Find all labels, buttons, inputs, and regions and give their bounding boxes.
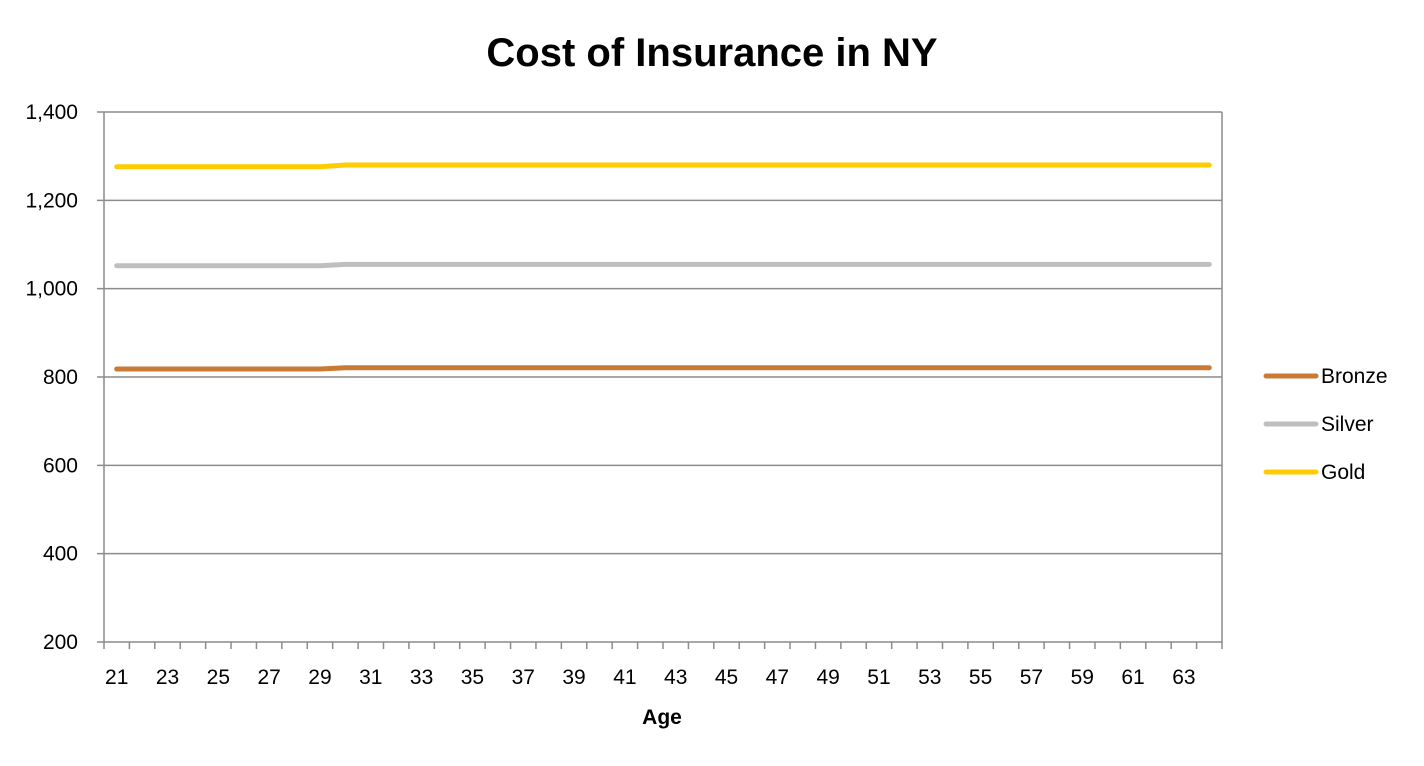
y-tick-label: 1,400 xyxy=(25,101,78,124)
y-tick-label: 1,000 xyxy=(25,278,78,301)
y-axis-tick-labels: 200 400 600 800 1,000 1,200 1,400 xyxy=(25,101,78,654)
x-tick-label: 49 xyxy=(816,666,839,689)
series-lines xyxy=(114,162,1212,372)
x-tick-label: 31 xyxy=(359,666,382,689)
x-tick-label: 37 xyxy=(512,666,535,689)
x-tick-label: 25 xyxy=(207,666,230,689)
grid-lines xyxy=(97,111,1222,555)
y-tick-label: 800 xyxy=(43,366,78,389)
x-tick-label: 33 xyxy=(410,666,433,689)
x-tick-label: 63 xyxy=(1172,666,1195,689)
x-tick-label: 27 xyxy=(257,666,280,689)
x-tick-label: 47 xyxy=(766,666,789,689)
x-tick-label: 59 xyxy=(1071,666,1094,689)
x-tick-label: 21 xyxy=(105,666,128,689)
legend-label-bronze: Bronze xyxy=(1321,365,1388,388)
x-tick-label: 29 xyxy=(308,666,331,689)
x-tick-label: 41 xyxy=(613,666,636,689)
x-tick-label: 57 xyxy=(1020,666,1043,689)
x-tick-label: 51 xyxy=(867,666,890,689)
legend-label-silver: Silver xyxy=(1321,413,1374,436)
y-tick-label: 400 xyxy=(43,543,78,566)
y-tick-label: 200 xyxy=(43,631,78,654)
series-line-silver xyxy=(114,261,1212,269)
chart-title: Cost of Insurance in NY xyxy=(486,31,937,75)
x-tick-label: 53 xyxy=(918,666,941,689)
legend-label-gold: Gold xyxy=(1321,461,1365,484)
x-tick-label: 39 xyxy=(562,666,585,689)
x-axis-tick-labels: 21 23 25 27 29 31 33 35 37 39 41 43 45 47 49 51 53 55 57 59… xyxy=(105,666,1196,689)
x-tick-label: 43 xyxy=(664,666,687,689)
x-tick-label: 61 xyxy=(1121,666,1144,689)
y-tick-label: 1,200 xyxy=(25,189,78,212)
x-tick-label: 55 xyxy=(969,666,992,689)
x-tick-label: 45 xyxy=(715,666,738,689)
y-tick-label: 600 xyxy=(43,454,78,477)
x-axis-title: Age xyxy=(642,706,682,729)
x-tick-label: 35 xyxy=(461,666,484,689)
series-line-gold xyxy=(114,162,1212,170)
x-tick-label: 23 xyxy=(156,666,179,689)
axes xyxy=(97,112,1223,649)
series-line-bronze xyxy=(114,365,1212,372)
legend: Bronze Silver Gold xyxy=(1263,365,1388,484)
